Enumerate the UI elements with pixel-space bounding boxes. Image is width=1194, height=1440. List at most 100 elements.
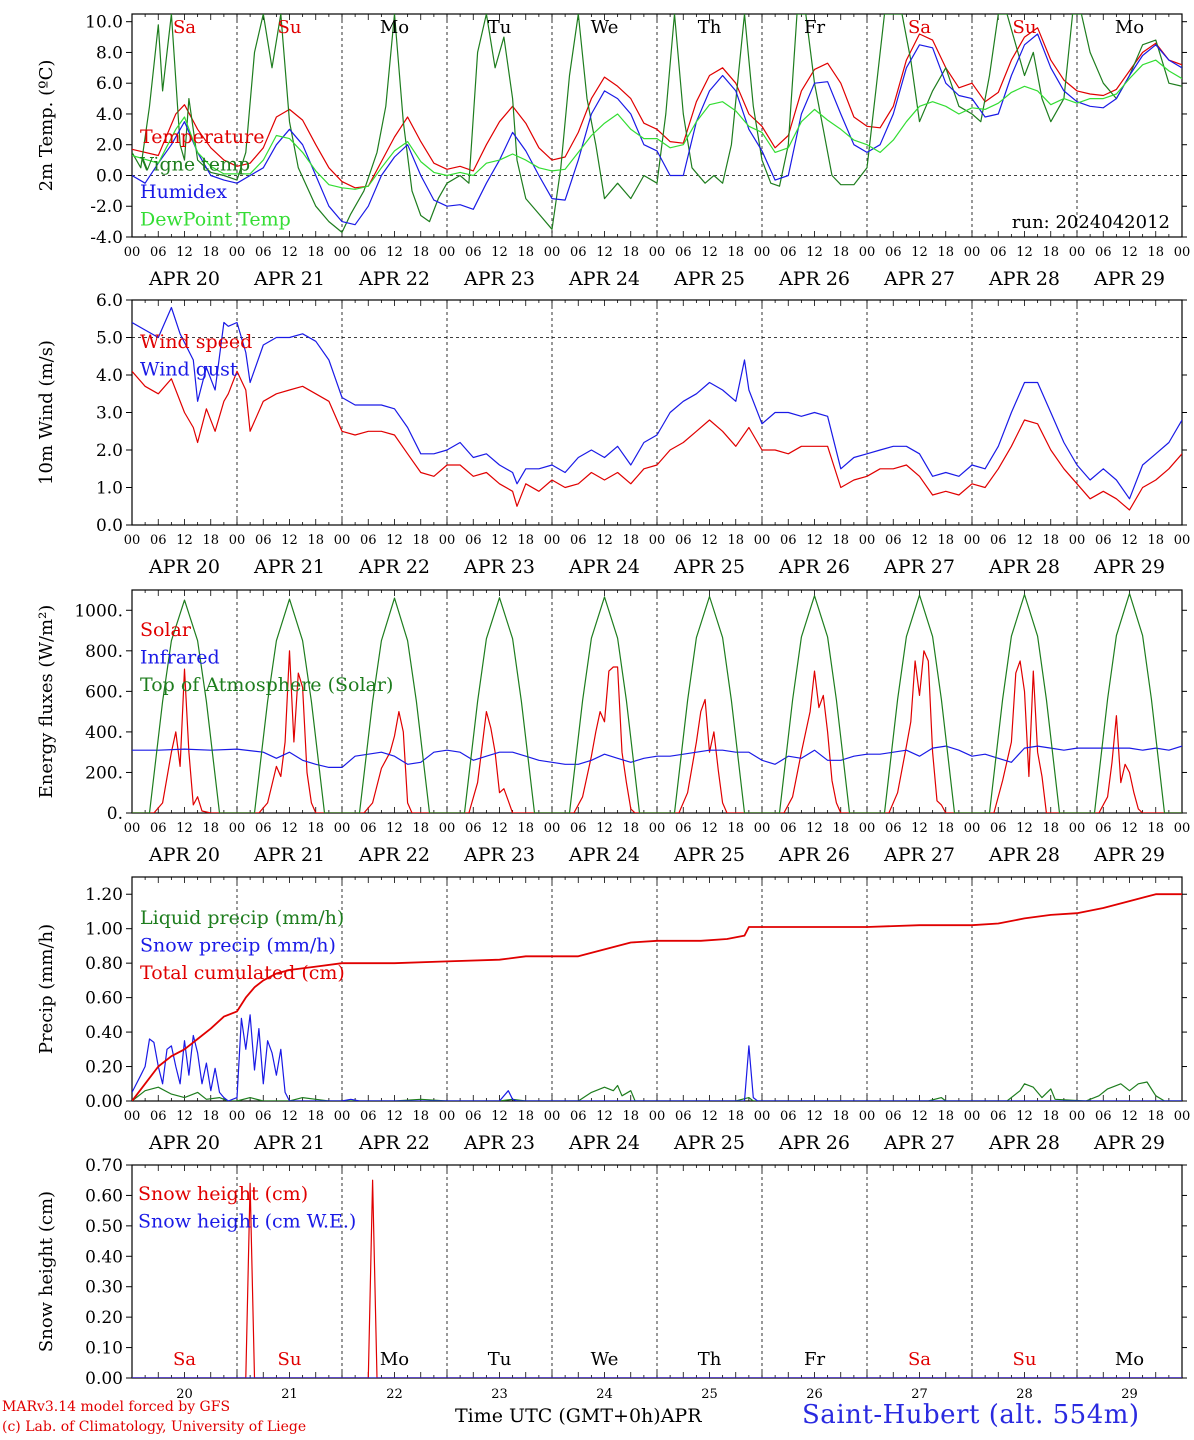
x-hour-label: 12 <box>491 533 508 548</box>
x-hour-label: 12 <box>491 245 508 260</box>
weekday-label: Mo <box>1115 17 1144 38</box>
x-hour-label: 12 <box>596 821 613 836</box>
x-hour-label: 06 <box>990 245 1007 260</box>
x-hour-label: 00 <box>439 245 456 260</box>
x-hour-label: 00 <box>754 1109 771 1124</box>
x-hour-label: 12 <box>911 245 928 260</box>
x-date-label: APR 29 <box>1093 1132 1165 1154</box>
y-tick-label: 2.0 <box>96 136 123 156</box>
y-tick-label: 6.0 <box>96 291 123 311</box>
x-hour-label: 06 <box>1095 245 1112 260</box>
y-tick-label: -4.0 <box>90 228 123 248</box>
x-hour-label: 18 <box>1147 1109 1164 1124</box>
y-tick-label: 0.00 <box>85 1092 123 1112</box>
x-hour-label: 18 <box>622 245 639 260</box>
legend-entry: Wind gust <box>140 359 238 381</box>
weekday-label: Mo <box>1115 1349 1144 1370</box>
y-tick-label: 0.20 <box>85 1308 123 1328</box>
x-hour-label: 18 <box>832 821 849 836</box>
x-hour-label: 06 <box>1095 1109 1112 1124</box>
y-tick-label: 0.60 <box>85 989 123 1009</box>
x-hour-label: 06 <box>780 1109 797 1124</box>
panel-temp: -4.0 -2.0 0.0 2.0 4.0 6.0 8.0 10.0 2m Temp. (ºC)… <box>36 13 1190 290</box>
time-axis-label: Time UTC (GMT+0h)APR <box>455 1405 702 1427</box>
weekday-label: Fr <box>804 17 825 38</box>
x-hour-label: 06 <box>360 1109 377 1124</box>
y-axis-title: 2m Temp. (ºC) <box>36 60 57 192</box>
x-hour-label: 18 <box>937 1109 954 1124</box>
x-hour-label: 06 <box>255 821 272 836</box>
x-hour-label: 18 <box>832 1109 849 1124</box>
weekday-label: Th <box>698 17 722 38</box>
x-date-label: APR 29 <box>1093 556 1165 578</box>
weekday-label: Su <box>278 17 302 38</box>
plot-frame <box>131 13 1183 238</box>
weekday-label: Sa <box>173 17 196 38</box>
series-line-snow-precip-mm-h- <box>132 1014 1182 1101</box>
x-date-label: APR 21 <box>253 1132 325 1154</box>
x-date-label: APR 20 <box>148 556 220 578</box>
legend-entry: Snow height (cm) <box>138 1183 308 1205</box>
x-date-label: APR 25 <box>673 556 745 578</box>
x-hour-label: 12 <box>281 821 298 836</box>
x-date-label: APR 28 <box>988 844 1060 866</box>
x-hour-label: 00 <box>754 245 771 260</box>
x-date-label: APR 21 <box>253 844 325 866</box>
x-hour-label: 12 <box>1121 533 1138 548</box>
x-hour-label: 06 <box>255 1109 272 1124</box>
x-hour-label: 06 <box>150 821 167 836</box>
y-tick-label: 0.60 <box>85 1186 123 1206</box>
x-hour-label: 18 <box>307 1109 324 1124</box>
x-hour-label: 00 <box>334 1109 351 1124</box>
y-tick-label: 5.0 <box>96 329 123 349</box>
x-hour-label: 18 <box>1147 245 1164 260</box>
x-hour-label: 00 <box>859 821 876 836</box>
x-date-label: APR 25 <box>673 844 745 866</box>
x-date-label: APR 28 <box>988 1132 1060 1154</box>
x-hour-label: 18 <box>727 533 744 548</box>
x-date-label: APR 28 <box>988 556 1060 578</box>
x-hour-label: 12 <box>1121 821 1138 836</box>
x-date-label: APR 27 <box>883 556 955 578</box>
x-hour-label: 12 <box>176 245 193 260</box>
day-number-label: 27 <box>911 1387 928 1402</box>
day-number-label: 24 <box>596 1387 613 1402</box>
x-hour-label: 18 <box>622 1109 639 1124</box>
x-date-label: APR 24 <box>568 1132 640 1154</box>
x-hour-label: 00 <box>439 1109 456 1124</box>
x-hour-label: 18 <box>937 821 954 836</box>
legend-entry: Vigne temp <box>139 154 250 176</box>
x-hour-label: 18 <box>832 533 849 548</box>
x-hour-label: 06 <box>255 245 272 260</box>
x-date-label: APR 24 <box>568 268 640 290</box>
x-hour-label: 12 <box>596 533 613 548</box>
x-hour-label: 12 <box>596 1109 613 1124</box>
x-hour-label: 12 <box>386 1109 403 1124</box>
x-hour-label: 00 <box>859 1109 876 1124</box>
x-hour-label: 18 <box>202 821 219 836</box>
x-hour-label: 06 <box>465 533 482 548</box>
x-date-label: APR 28 <box>988 268 1060 290</box>
series-line-infrared <box>132 745 1182 768</box>
series-line-dewpoint-temp <box>132 59 1182 190</box>
x-hour-label: 18 <box>202 533 219 548</box>
x-date-label: APR 26 <box>778 268 850 290</box>
station-name: Saint-Hubert (alt. 554m) <box>802 1400 1140 1430</box>
x-date-label: APR 26 <box>778 844 850 866</box>
x-hour-label: 00 <box>859 245 876 260</box>
x-hour-label: 12 <box>386 245 403 260</box>
y-tick-label: 0.0 <box>96 516 123 536</box>
panel-precip: 0.00 0.20 0.40 0.60 0.80 1.00 1.20 Precip (mm/h… <box>36 876 1190 1154</box>
x-hour-label: 06 <box>150 533 167 548</box>
legend-entry: Temperature <box>140 126 264 148</box>
y-tick-label: 0.30 <box>85 1278 123 1298</box>
x-hour-label: 18 <box>727 245 744 260</box>
legend-entry: Solar <box>140 619 192 641</box>
series-line-wind-speed <box>132 370 1182 511</box>
x-hour-label: 12 <box>596 245 613 260</box>
x-hour-label: 00 <box>334 245 351 260</box>
x-hour-label: 00 <box>964 821 981 836</box>
x-hour-label: 00 <box>229 821 246 836</box>
x-hour-label: 06 <box>885 533 902 548</box>
